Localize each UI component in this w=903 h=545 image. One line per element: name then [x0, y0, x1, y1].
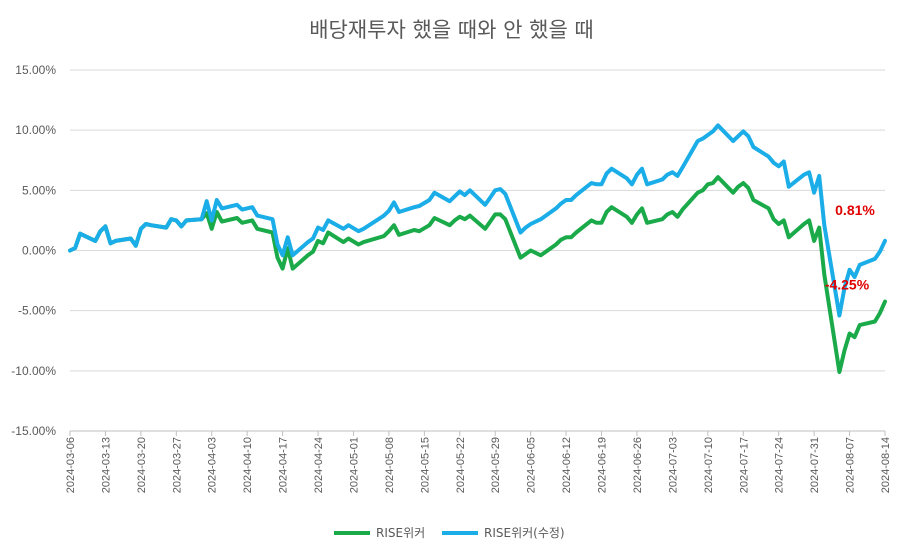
x-tick-label: 2024-07-10	[703, 437, 715, 493]
x-tick-label: 2024-03-27	[171, 437, 183, 493]
end-labels: -4.25% 0.81%	[825, 202, 876, 293]
x-tick-label: 2024-07-31	[809, 437, 821, 493]
y-tick-label: 5.00%	[22, 183, 56, 197]
legend-swatch	[334, 530, 370, 535]
series-end-label: -4.25%	[825, 277, 870, 293]
x-tick-label: 2024-03-06	[65, 437, 77, 493]
y-tick-label: 15.00%	[15, 63, 56, 77]
legend: RISE위커 RISE위커(수정)	[0, 524, 903, 544]
x-tick-label: 2024-03-13	[100, 437, 112, 493]
x-tick-label: 2024-04-24	[313, 437, 325, 493]
x-tick-label: 2024-05-29	[490, 437, 502, 493]
x-tick-label: 2024-04-03	[207, 437, 219, 493]
series-lines	[68, 123, 887, 374]
x-tick-label: 2024-06-05	[526, 437, 538, 493]
y-tick-label: -15.00%	[11, 424, 56, 438]
series-end-label: 0.81%	[835, 202, 875, 218]
x-axis: 2024-03-06 2024-03-13 2024-03-20 2024-03-27…	[65, 430, 892, 493]
legend-label: RISE위커(수정)	[484, 526, 565, 540]
x-tick-label: 2024-03-20	[136, 437, 148, 493]
legend-item-rise-weekr-adjusted: RISE위커(수정)	[442, 524, 565, 541]
x-tick-label: 2024-06-26	[632, 437, 644, 493]
x-tick-label: 2024-04-10	[242, 437, 254, 493]
x-tick-label: 2024-05-08	[384, 437, 396, 493]
x-tick-label: 2024-08-14	[880, 437, 892, 493]
series-line-1	[68, 123, 887, 318]
y-axis: 15.00% 10.00% 5.00% 0.00% -5.00% -10.00% -15.0…	[11, 63, 56, 438]
x-tick-label: 2024-05-01	[348, 437, 360, 493]
x-tick-label: 2024-06-12	[561, 437, 573, 493]
x-tick-label: 2024-04-17	[278, 437, 290, 493]
gridlines	[70, 69, 885, 432]
legend-swatch	[442, 530, 478, 535]
y-tick-label: 0.00%	[22, 244, 56, 258]
x-tick-label: 2024-07-03	[667, 437, 679, 493]
x-tick-label: 2024-05-22	[455, 437, 467, 493]
y-tick-label: -5.00%	[18, 304, 56, 318]
x-tick-label: 2024-07-24	[774, 437, 786, 493]
y-tick-label: -10.00%	[11, 364, 56, 378]
x-tick-label: 2024-06-19	[597, 437, 609, 493]
y-tick-label: 10.00%	[15, 123, 56, 137]
x-tick-label: 2024-08-07	[845, 437, 857, 493]
chart-title: 배당재투자 했을 때와 안 했을 때	[309, 18, 594, 42]
x-tick-label: 2024-07-17	[738, 437, 750, 493]
series-line-0	[68, 175, 887, 374]
x-tick-label: 2024-05-15	[419, 437, 431, 493]
legend-label: RISE위커	[376, 526, 426, 540]
legend-item-rise-weekr: RISE위커	[334, 524, 425, 541]
